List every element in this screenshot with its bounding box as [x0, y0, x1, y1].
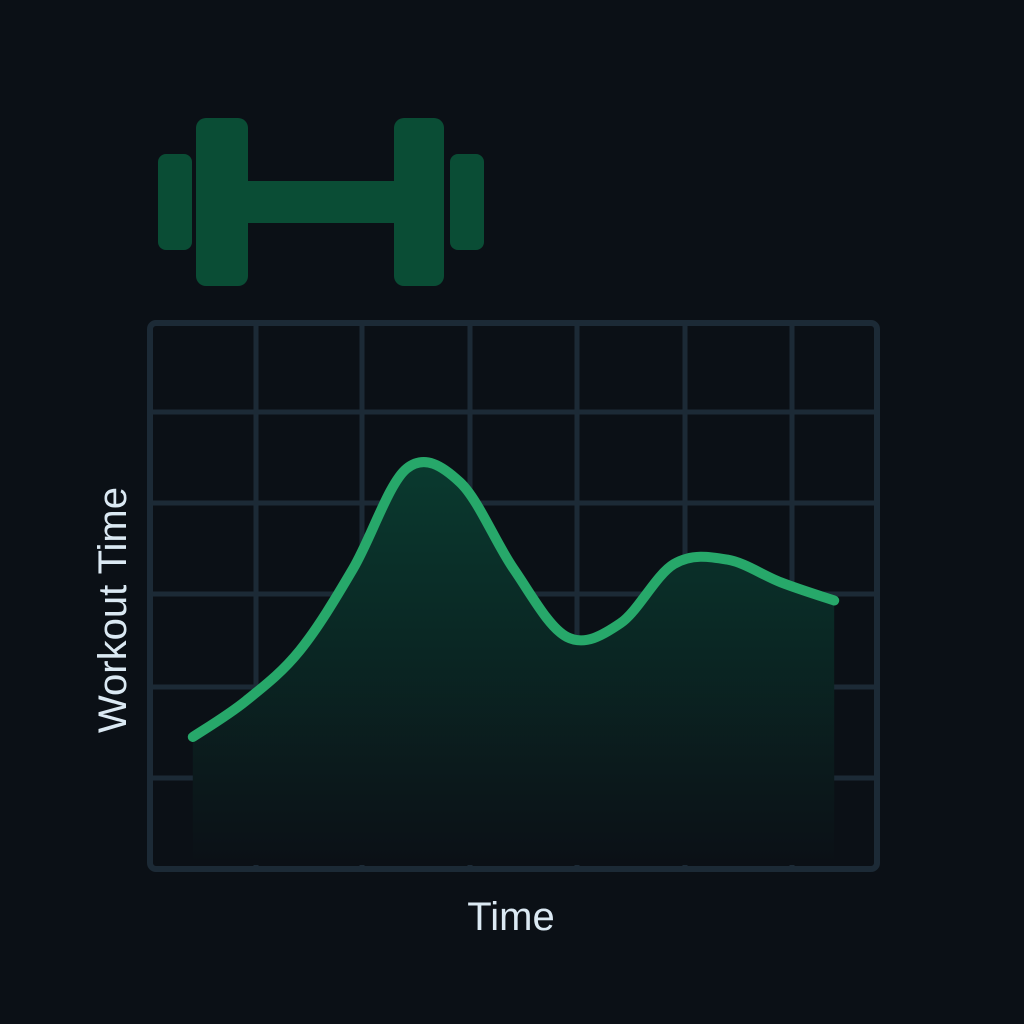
- x-axis-label: Time: [467, 895, 554, 939]
- dumbbell-icon: [158, 118, 484, 286]
- y-axis-label: Workout Time: [91, 487, 135, 733]
